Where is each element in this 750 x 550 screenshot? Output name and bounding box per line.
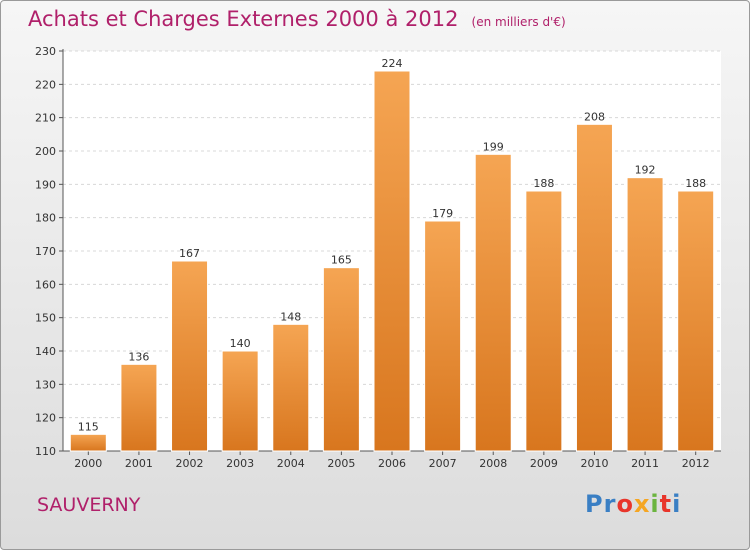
bar-2002	[171, 260, 209, 452]
y-tick-label: 180	[35, 212, 56, 225]
bar-2010	[575, 123, 613, 452]
bar-value-label: 179	[432, 207, 453, 220]
bar-2003	[221, 350, 259, 452]
y-tick-label: 230	[35, 45, 56, 58]
commune-name: SAUVERNY	[37, 494, 141, 516]
bar-2009	[525, 190, 563, 452]
y-tick-label: 110	[35, 445, 56, 458]
bar-2000	[69, 433, 107, 452]
chart-title-block: Achats et Charges Externes 2000 à 2012 (…	[28, 7, 566, 31]
logo-letter: i	[650, 490, 660, 518]
logo-letter: P	[585, 490, 604, 518]
bar-2008	[474, 153, 512, 452]
bar-2007	[424, 220, 462, 452]
chart-unit: (en milliers d'€)	[471, 15, 566, 29]
x-tick-label: 2012	[682, 457, 710, 470]
x-tick-label: 2005	[327, 457, 355, 470]
bar-value-label: 165	[331, 254, 352, 267]
x-tick-label: 2001	[125, 457, 153, 470]
bar-value-label: 199	[483, 140, 504, 153]
x-tick-label: 2007	[429, 457, 457, 470]
bar-value-label: 115	[78, 420, 99, 433]
y-tick-label: 170	[35, 245, 56, 258]
bar-2011	[626, 177, 664, 452]
bar-2004	[272, 323, 310, 452]
y-tick-label: 120	[35, 412, 56, 425]
x-tick-label: 2011	[631, 457, 659, 470]
bar-2001	[120, 363, 158, 452]
proxiti-logo: Proxiti	[585, 490, 681, 518]
chart-title: Achats et Charges Externes 2000 à 2012	[28, 7, 459, 31]
logo-letter: o	[616, 490, 634, 518]
y-tick-label: 140	[35, 345, 56, 358]
bar-value-label: 188	[533, 177, 554, 190]
y-tick-label: 160	[35, 278, 56, 291]
logo-letter: x	[633, 490, 651, 518]
bar-value-label: 167	[179, 247, 200, 260]
bar-value-label: 148	[280, 310, 301, 323]
y-tick-label: 150	[35, 312, 56, 325]
logo-letter: t	[659, 490, 673, 518]
x-tick-label: 2009	[530, 457, 558, 470]
bar-value-label: 188	[685, 177, 706, 190]
x-tick-label: 2002	[176, 457, 204, 470]
x-tick-label: 2008	[479, 457, 507, 470]
logo-letter: r	[603, 490, 617, 518]
bar-value-label: 140	[230, 337, 251, 350]
bar-value-label: 208	[584, 110, 605, 123]
bar-2005	[322, 267, 360, 452]
logo-letter: i	[672, 490, 682, 518]
x-tick-label: 2003	[226, 457, 254, 470]
bar-2012	[677, 190, 715, 452]
x-tick-label: 2006	[378, 457, 406, 470]
y-tick-label: 130	[35, 378, 56, 391]
bar-value-label: 136	[128, 350, 149, 363]
bar-value-label: 224	[382, 57, 403, 70]
y-tick-label: 200	[35, 145, 56, 158]
y-tick-label: 220	[35, 78, 56, 91]
x-tick-label: 2010	[580, 457, 608, 470]
bar-value-label: 192	[635, 164, 656, 177]
y-tick-label: 190	[35, 178, 56, 191]
bar-2006	[373, 70, 411, 452]
y-tick-label: 210	[35, 112, 56, 125]
x-tick-label: 2000	[74, 457, 102, 470]
x-tick-label: 2004	[277, 457, 305, 470]
